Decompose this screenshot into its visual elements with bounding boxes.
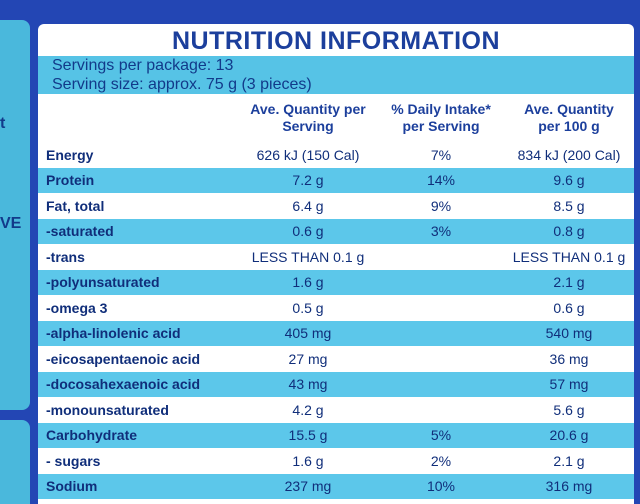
nutrient-value <box>378 320 504 346</box>
nutrient-value: 0.5 g <box>238 295 378 321</box>
nutrient-name: -polyunsaturated <box>38 269 238 295</box>
nutrient-value: 0.6 g <box>504 295 634 321</box>
nutrient-value: 7% <box>378 142 504 168</box>
nutrient-value: 5% <box>378 422 504 448</box>
nutrient-name: -monounsaturated <box>38 397 238 423</box>
nutrient-value: 20.6 g <box>504 422 634 448</box>
table-row: -polyunsaturated 1.6 g 2.1 g <box>38 269 634 295</box>
nutrient-value: 7.2 g <box>238 167 378 193</box>
nutrient-value: 2.1 g <box>504 269 634 295</box>
nutrient-value: 3% <box>378 218 504 244</box>
column-header: % Daily Intake* per Serving <box>391 101 491 134</box>
nutrient-value: 316 mg <box>504 473 634 499</box>
servings-per-package: Servings per package: 13 <box>38 56 634 75</box>
nutrient-value: 540 mg <box>504 320 634 346</box>
nutrient-value: 5.6 g <box>504 397 634 423</box>
side-text: t <box>0 115 6 132</box>
nutrient-name: - sugars <box>38 448 238 474</box>
nutrient-value: 834 kJ (200 Cal) <box>504 142 634 168</box>
nutrient-value: LESS THAN 0.1 g <box>238 244 378 270</box>
nutrition-table: Ave. Quantity per Serving % Daily Intake*… <box>38 94 634 499</box>
nutrient-name: -docosahexaenoic acid <box>38 371 238 397</box>
nutrient-value <box>378 269 504 295</box>
column-header: Ave. Quantity per Serving <box>250 101 366 134</box>
nutrient-value: 8.5 g <box>504 193 634 219</box>
header-cell <box>38 94 238 142</box>
nutrient-value: 0.8 g <box>504 218 634 244</box>
nutrient-value: 1.6 g <box>238 448 378 474</box>
title: NUTRITION INFORMATION <box>171 27 501 55</box>
table-row: -saturated 0.6 g 3% 0.8 g <box>38 218 634 244</box>
table-row: Carbohydrate 15.5 g 5% 20.6 g <box>38 422 634 448</box>
nutrient-value: 405 mg <box>238 320 378 346</box>
nutrient-name: -omega 3 <box>38 295 238 321</box>
nutrient-name: -eicosapentaenoic acid <box>38 346 238 372</box>
nutrient-value <box>378 397 504 423</box>
nutrient-value: 14% <box>378 167 504 193</box>
nutrient-value: 2% <box>378 448 504 474</box>
nutrient-name: -alpha-linolenic acid <box>38 320 238 346</box>
nutrient-value: 9% <box>378 193 504 219</box>
table-row: -monounsaturated 4.2 g 5.6 g <box>38 397 634 423</box>
nutrient-name: Carbohydrate <box>38 422 238 448</box>
table-row: -omega 3 0.5 g 0.6 g <box>38 295 634 321</box>
nutrient-value: 237 mg <box>238 473 378 499</box>
nutrient-value: 626 kJ (150 Cal) <box>238 142 378 168</box>
nutrient-value: 9.6 g <box>504 167 634 193</box>
nutrient-value: 2.1 g <box>504 448 634 474</box>
table-row: Protein 7.2 g 14% 9.6 g <box>38 167 634 193</box>
nutrient-value: 10% <box>378 473 504 499</box>
nutrient-value: 57 mg <box>504 371 634 397</box>
nutrient-value: 4.2 g <box>238 397 378 423</box>
nutrient-name: -saturated <box>38 218 238 244</box>
nutrient-value: 43 mg <box>238 371 378 397</box>
nutrient-value <box>378 371 504 397</box>
nutrient-name: Sodium <box>38 473 238 499</box>
table-row: Sodium 237 mg 10% 316 mg <box>38 473 634 499</box>
table-row: Energy 626 kJ (150 Cal) 7% 834 kJ (200 Cal) <box>38 142 634 168</box>
nutrient-name: Protein <box>38 167 238 193</box>
column-header: Ave. Quantity per 100 g <box>524 101 614 134</box>
table-row: Fat, total 6.4 g 9% 8.5 g <box>38 193 634 219</box>
table-row: -trans LESS THAN 0.1 g LESS THAN 0.1 g <box>38 244 634 270</box>
nutrient-name: -trans <box>38 244 238 270</box>
table-row: -docosahexaenoic acid 43 mg 57 mg <box>38 371 634 397</box>
nutrient-value: 6.4 g <box>238 193 378 219</box>
nutrient-value: 15.5 g <box>238 422 378 448</box>
nutrient-value: 1.6 g <box>238 269 378 295</box>
table-row: -alpha-linolenic acid 405 mg 540 mg <box>38 320 634 346</box>
nutrient-value <box>378 244 504 270</box>
table-body: Energy 626 kJ (150 Cal) 7% 834 kJ (200 Cal)… <box>38 142 634 499</box>
nutrient-value <box>378 295 504 321</box>
nutrition-panel: NUTRITION INFORMATION Servings per packa… <box>38 24 634 504</box>
side-panel: t VE <box>0 20 30 410</box>
nutrient-name: Energy <box>38 142 238 168</box>
nutrient-value: 27 mg <box>238 346 378 372</box>
header-row: Ave. Quantity per Serving % Daily Intake*… <box>38 94 634 142</box>
nutrient-value: LESS THAN 0.1 g <box>504 244 634 270</box>
nutrient-value: 0.6 g <box>238 218 378 244</box>
side-text: VE <box>0 215 22 232</box>
nutrient-value <box>378 346 504 372</box>
table-row: - sugars 1.6 g 2% 2.1 g <box>38 448 634 474</box>
nutrient-value: 36 mg <box>504 346 634 372</box>
nutrient-name: Fat, total <box>38 193 238 219</box>
table-row: -eicosapentaenoic acid 27 mg 36 mg <box>38 346 634 372</box>
side-panel <box>0 420 30 504</box>
serving-size: Serving size: approx. 75 g (3 pieces) <box>38 75 634 94</box>
